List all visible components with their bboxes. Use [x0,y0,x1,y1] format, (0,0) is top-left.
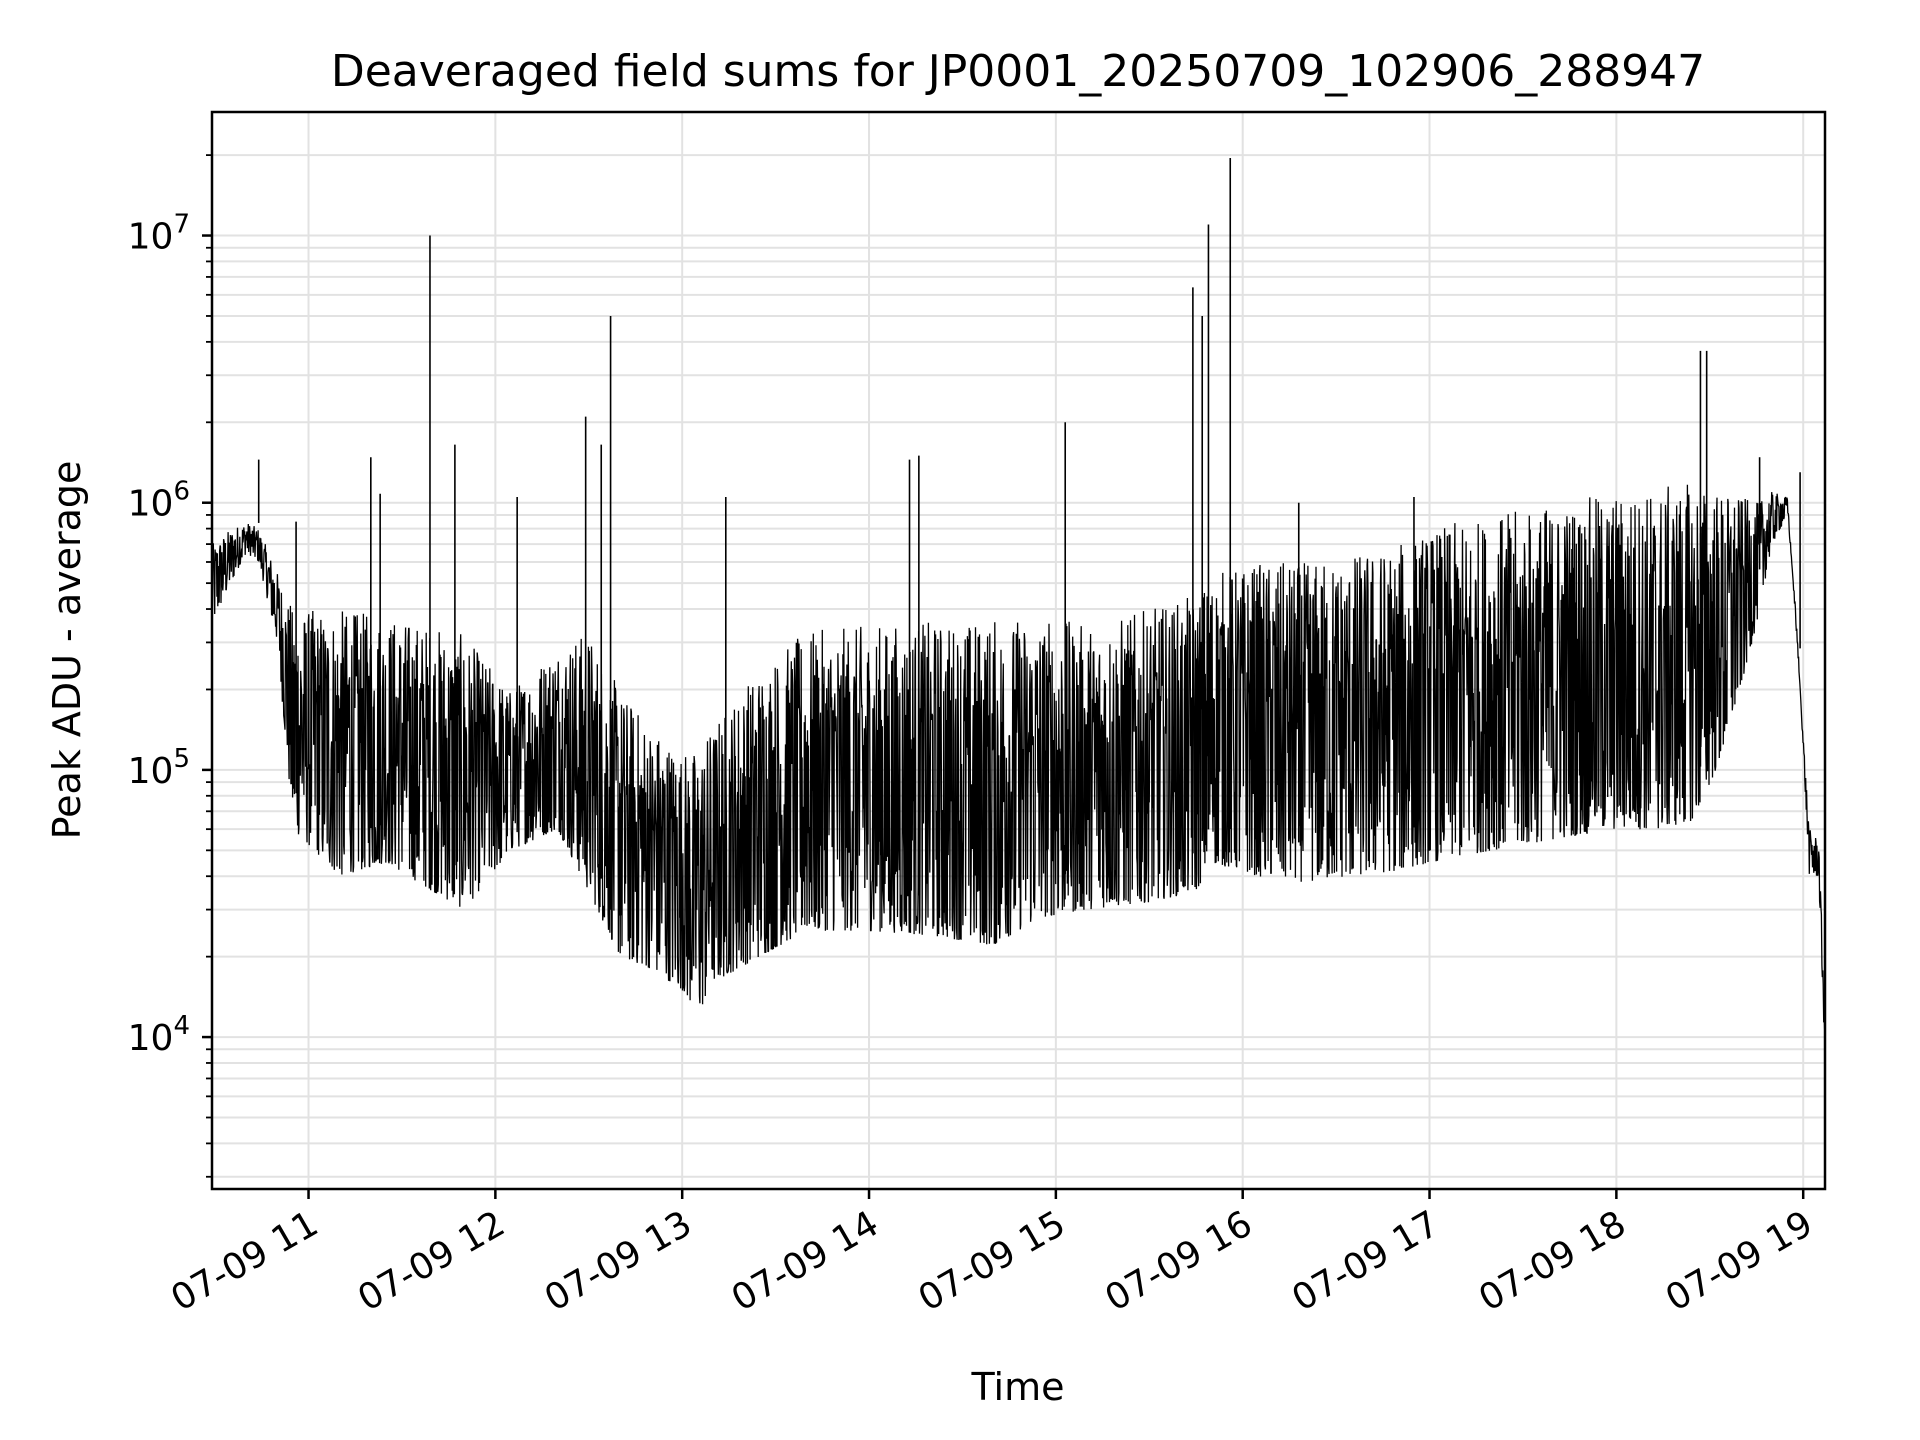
x-tick-label: 07-09 14 [725,1203,886,1319]
x-tick-label: 07-09 13 [538,1203,699,1319]
y-tick-label: 105 [128,744,190,792]
y-tick-label: 106 [128,477,190,525]
x-tick-label: 07-09 12 [351,1203,512,1319]
x-tick-label: 07-09 19 [1659,1203,1820,1319]
plot-frame [210,110,1827,1191]
data-layer [211,158,1826,1029]
x-tick-label: 07-09 11 [164,1203,325,1319]
y-axis-label: Peak ADU - average [45,461,89,840]
y-tick-label: 107 [128,210,190,258]
x-axis-label: Time [971,1365,1065,1409]
x-tick-label: 07-09 16 [1099,1203,1260,1319]
chart-title: Deaveraged field sums for JP0001_2025070… [331,46,1705,97]
x-tick-label: 07-09 18 [1472,1203,1633,1319]
y-tick-label: 104 [128,1011,190,1059]
series-line [211,484,1826,1029]
x-tick-label: 07-09 17 [1285,1203,1446,1319]
x-tick-label: 07-09 15 [912,1203,1073,1319]
